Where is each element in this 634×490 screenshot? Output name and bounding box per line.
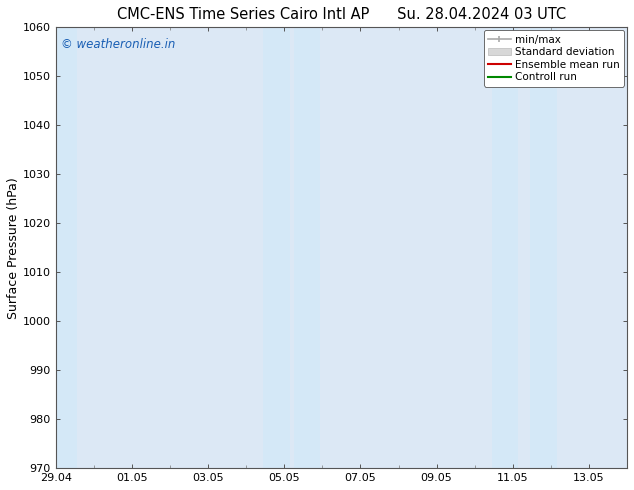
Title: CMC-ENS Time Series Cairo Intl AP      Su. 28.04.2024 03 UTC: CMC-ENS Time Series Cairo Intl AP Su. 28…: [117, 7, 566, 22]
Legend: min/max, Standard deviation, Ensemble mean run, Controll run: min/max, Standard deviation, Ensemble me…: [484, 30, 624, 87]
Text: © weatheronline.in: © weatheronline.in: [61, 38, 176, 51]
Bar: [263, 27, 290, 468]
Bar: [294, 27, 320, 468]
Y-axis label: Surface Pressure (hPa): Surface Pressure (hPa): [7, 177, 20, 318]
Bar: [492, 27, 519, 468]
Bar: [44, 27, 77, 468]
Bar: [530, 27, 557, 468]
